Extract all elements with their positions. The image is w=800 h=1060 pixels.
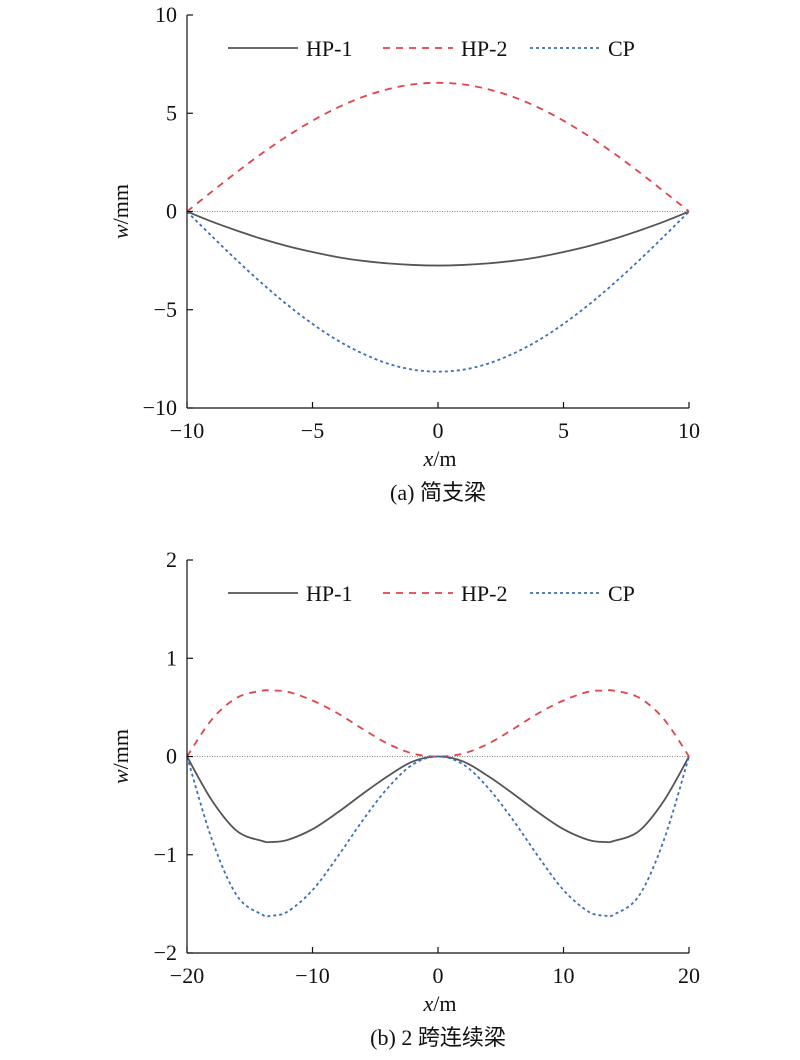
panel-b-xtick-label: 10 <box>553 963 575 988</box>
panel-b-ytick-label: −1 <box>154 842 177 867</box>
panel-b-xtick-label: 0 <box>433 963 444 988</box>
panel-a-legend-label: CP <box>608 36 635 61</box>
panel-a-legend-label: HP-1 <box>306 36 352 61</box>
panel-a-xtick-label: 5 <box>558 418 569 443</box>
panel-b-xtick-label: −20 <box>170 963 204 988</box>
panel-a-legend-label: HP-2 <box>461 36 507 61</box>
panel-a-series-hp-1 <box>186 210 690 267</box>
panel-b-ytick-label: 0 <box>166 744 177 769</box>
panel-b-ytick-label: 1 <box>166 645 177 670</box>
panel-a-ytick-label: 5 <box>166 100 177 125</box>
panel-b-xlabel: x/m <box>423 991 457 1016</box>
panel-b-legend-label: CP <box>608 581 635 606</box>
panel-a-xtick-label: 0 <box>433 418 444 443</box>
panel-a-caption: (a) 简支梁 <box>390 480 486 505</box>
panel-a-ytick-label: 0 <box>166 199 177 224</box>
panel-b-xtick-label: 20 <box>678 963 700 988</box>
panel-a-series-cp <box>186 210 690 373</box>
panel-b-xtick-label: −10 <box>295 963 329 988</box>
panel-a-xtick-label: −5 <box>301 418 324 443</box>
panel-a-ticks: −10 −5 0 5 10 −10 −5 0 5 10 <box>143 2 700 443</box>
panel-b-series-cp <box>186 755 690 918</box>
panel-a-ylabel: w/mm <box>108 184 133 239</box>
panel-a-ytick-label: −10 <box>143 395 177 420</box>
panel-a-series-hp-2 <box>186 81 690 213</box>
panel-b-ytick-label: −2 <box>154 940 177 965</box>
chart-panel-a: −10 −5 0 5 10 −10 −5 0 5 10 HP-1 HP-2 CP w/mm x/m (… <box>108 2 700 505</box>
panel-b-ylabel: w/mm <box>108 729 133 784</box>
panel-b-legend: HP-1 HP-2 CP <box>228 581 635 606</box>
panel-b-series-hp-1 <box>186 755 690 844</box>
panel-a-ytick-label: −5 <box>154 297 177 322</box>
panel-b-legend-label: HP-2 <box>461 581 507 606</box>
panel-a-ytick-label: 10 <box>155 2 177 27</box>
panel-a-xtick-label: 10 <box>678 418 700 443</box>
panel-b-legend-label: HP-1 <box>306 581 352 606</box>
panel-b-series <box>186 689 690 918</box>
panel-b-caption: (b) 2 跨连续梁 <box>370 1025 506 1050</box>
panel-a-xlabel: x/m <box>423 446 457 471</box>
panel-b-ytick-label: 2 <box>166 547 177 572</box>
panel-a-xtick-label: −10 <box>170 418 204 443</box>
panel-b-series-hp-2 <box>186 689 690 758</box>
panel-a-series <box>186 81 690 373</box>
panel-a-legend: HP-1 HP-2 CP <box>228 36 635 61</box>
